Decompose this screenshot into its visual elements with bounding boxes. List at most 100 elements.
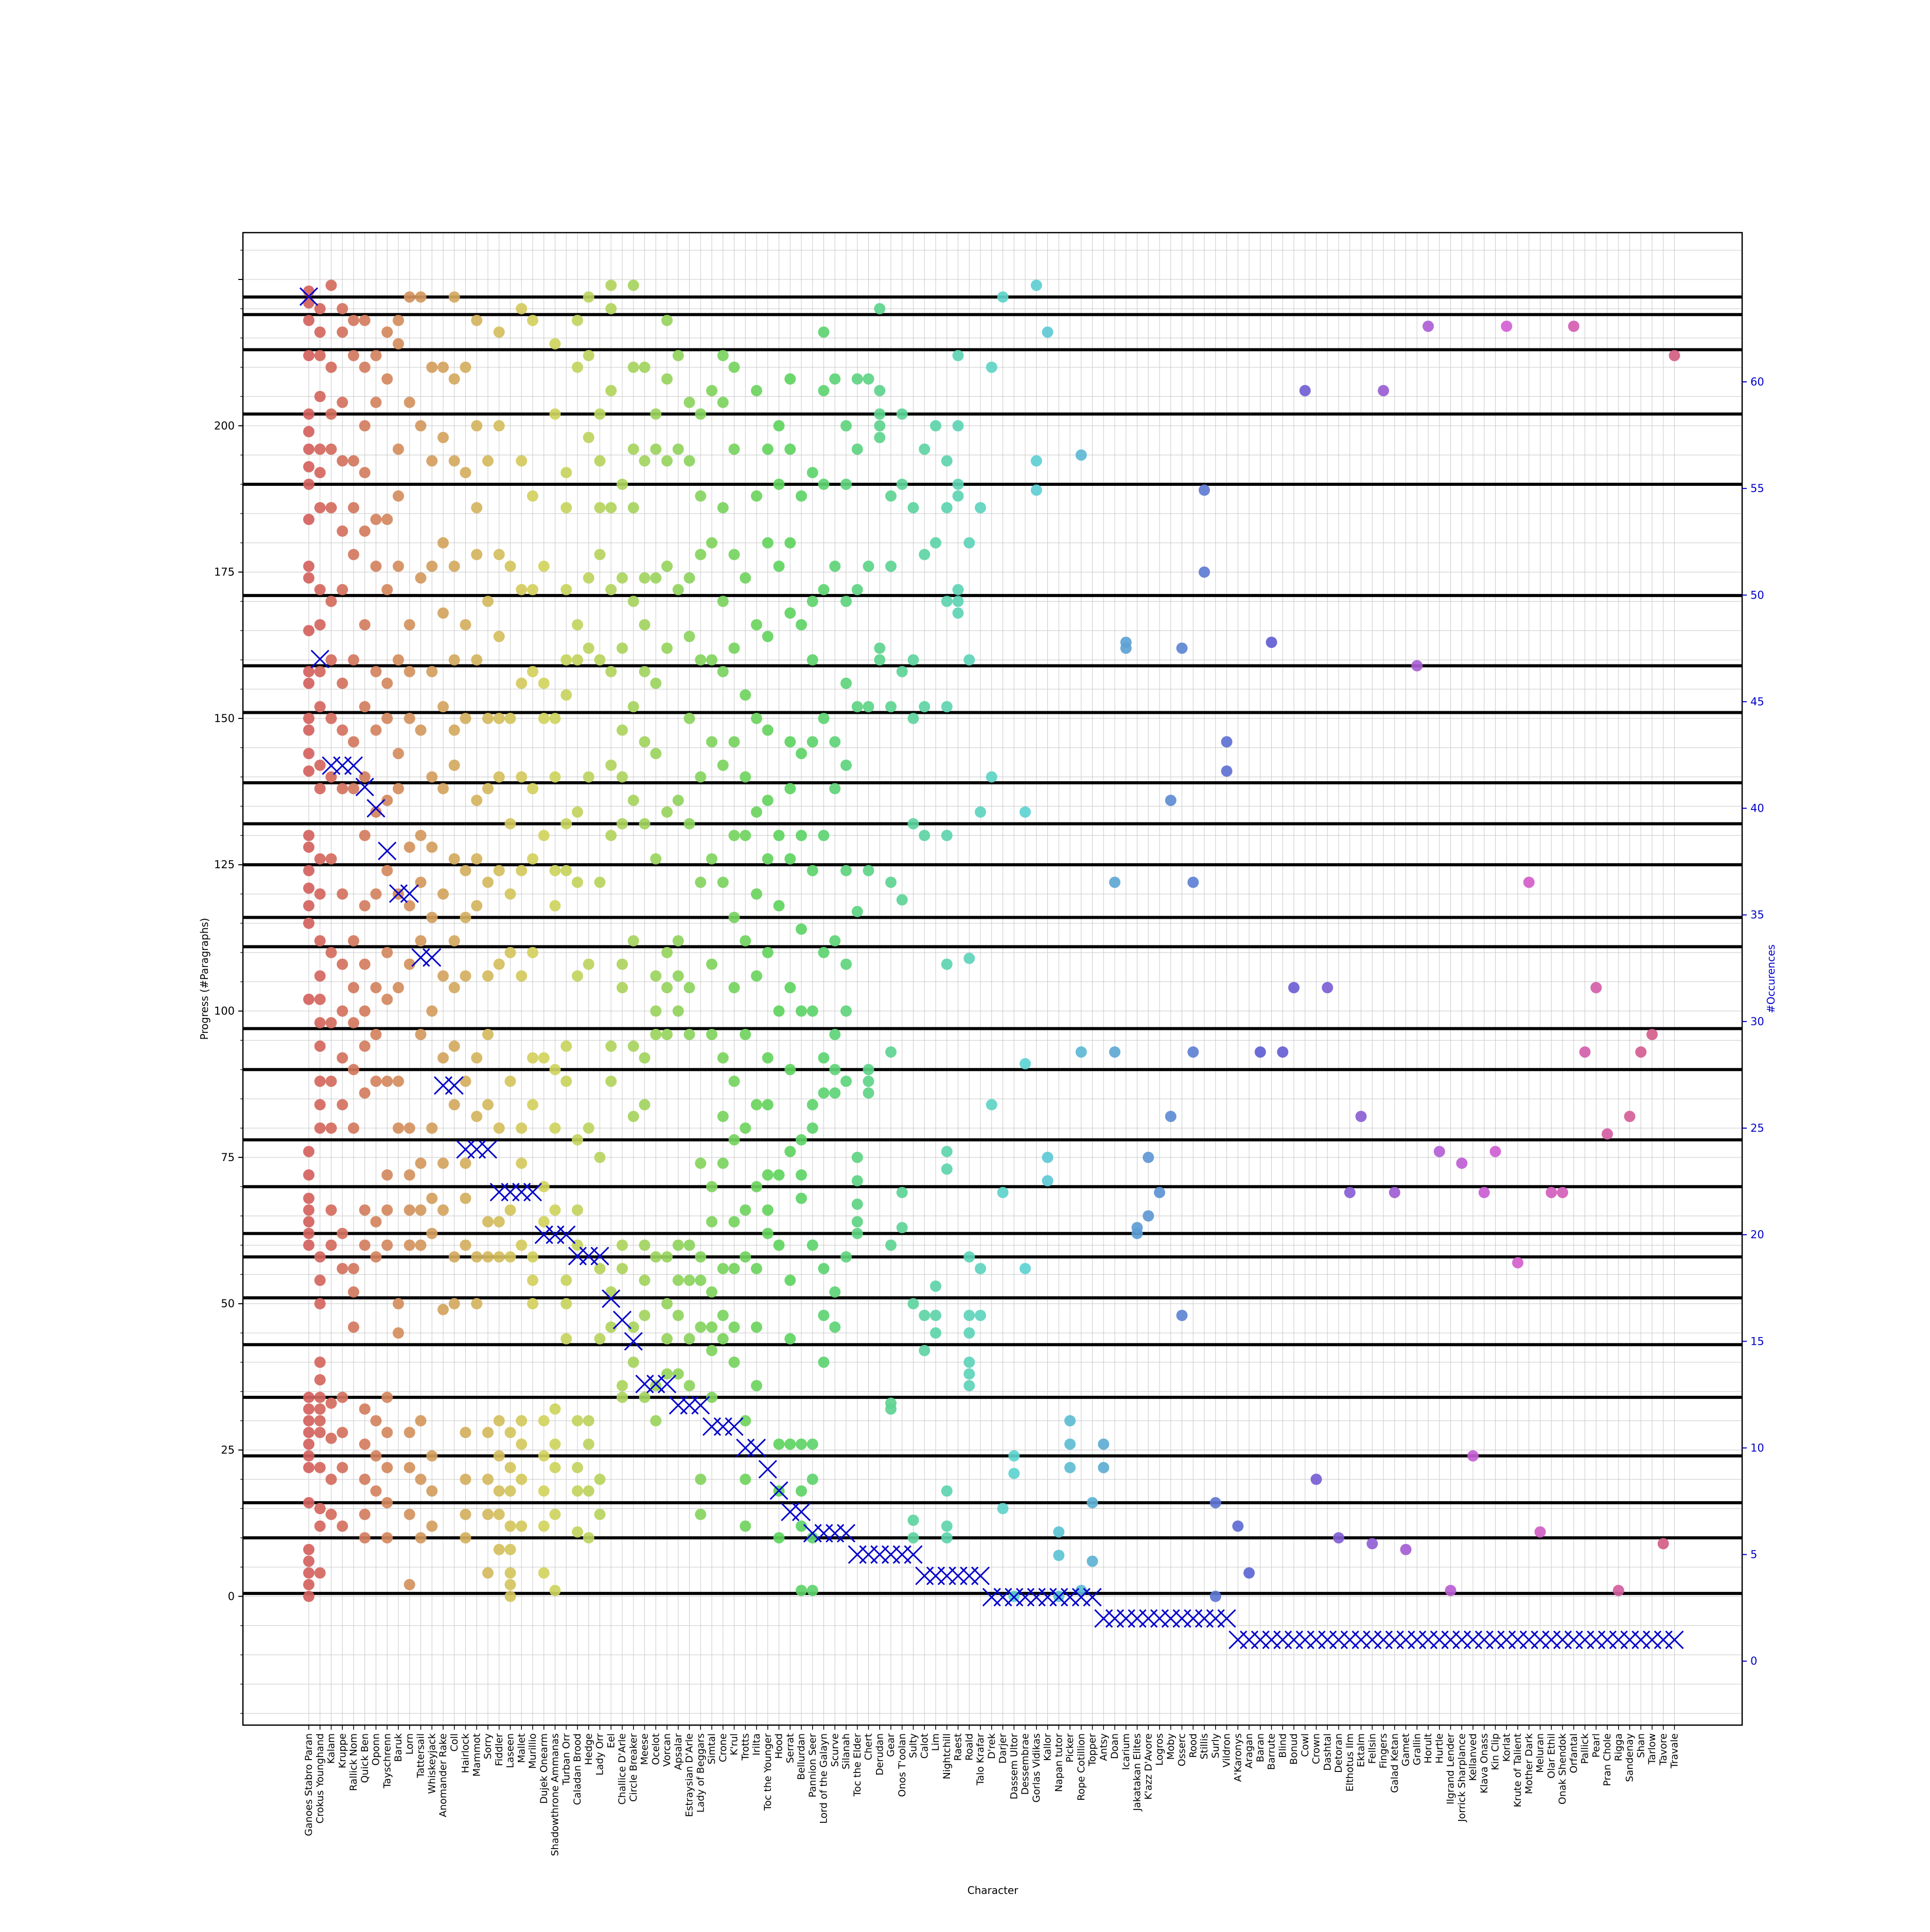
data-point	[303, 1438, 314, 1450]
x-tick-label: Onos T'oolan	[897, 1733, 908, 1797]
data-point	[806, 1585, 818, 1596]
y2-tick-label: 0	[1750, 1655, 1757, 1667]
data-point	[471, 420, 483, 432]
data-point	[1612, 1585, 1624, 1596]
data-point	[1344, 1187, 1356, 1199]
data-point	[538, 830, 550, 841]
data-point	[594, 1508, 606, 1520]
data-point	[986, 771, 997, 783]
y2-tick-label: 10	[1750, 1442, 1764, 1454]
data-point	[448, 560, 460, 572]
data-point	[437, 1304, 449, 1315]
data-point	[796, 748, 807, 760]
data-point	[403, 712, 415, 724]
data-point	[661, 806, 673, 818]
data-point	[661, 1298, 673, 1310]
x-tick-label: Vildron	[1221, 1733, 1233, 1767]
data-point	[493, 1450, 505, 1462]
data-point	[874, 408, 886, 420]
x-tick-label: Oponn	[371, 1733, 382, 1766]
data-point	[504, 1462, 516, 1473]
data-point	[415, 1204, 427, 1216]
x-tick-label: Mallet	[516, 1733, 527, 1763]
data-point	[1053, 1550, 1065, 1561]
data-point	[482, 970, 494, 982]
data-point	[672, 1005, 684, 1017]
data-point	[370, 806, 382, 818]
data-point	[303, 1497, 314, 1508]
data-point	[695, 490, 707, 502]
data-point	[482, 1251, 494, 1263]
data-point	[941, 1146, 953, 1157]
data-point	[695, 1251, 707, 1263]
data-point	[370, 982, 382, 994]
data-point	[403, 1204, 415, 1216]
data-point	[560, 1333, 572, 1345]
data-point	[381, 946, 393, 958]
data-point	[1501, 320, 1513, 332]
data-point	[448, 291, 460, 303]
data-point	[605, 502, 617, 514]
data-point	[460, 1157, 471, 1169]
data-point	[851, 1175, 863, 1187]
data-point	[303, 1555, 314, 1567]
data-point	[896, 408, 908, 420]
x-tick-label: Baruk	[393, 1733, 404, 1762]
data-point	[583, 1122, 594, 1134]
data-point	[337, 396, 348, 408]
y-tick-label: 50	[221, 1297, 235, 1310]
data-point	[314, 1017, 326, 1029]
data-point	[516, 1415, 528, 1427]
data-point	[337, 1462, 348, 1473]
data-point	[314, 619, 326, 630]
data-point	[1086, 1497, 1098, 1508]
data-point	[448, 1040, 460, 1052]
data-point	[617, 771, 628, 783]
data-point	[1176, 642, 1188, 654]
x-tick-label: Rood	[1187, 1733, 1199, 1758]
y-tick-label: 125	[214, 858, 235, 871]
data-point	[426, 771, 438, 783]
data-point	[907, 502, 919, 514]
x-tick-label: Rigga	[1613, 1733, 1624, 1761]
x-tick-label: Fiddler	[494, 1733, 505, 1766]
data-point	[370, 396, 382, 408]
data-point	[493, 712, 505, 724]
x-tick-label: Icarium	[1120, 1733, 1132, 1770]
data-point	[303, 917, 314, 929]
x-tick-label: Orfantal	[1568, 1733, 1580, 1773]
x-tick-label: Pran Chole	[1602, 1733, 1613, 1786]
x-tick-label: Horult	[1423, 1733, 1434, 1764]
data-point	[403, 900, 415, 911]
data-point	[303, 765, 314, 777]
data-point	[896, 894, 908, 906]
data-point	[314, 584, 326, 595]
data-point	[919, 1345, 931, 1357]
data-point	[527, 853, 538, 865]
data-point	[325, 1017, 337, 1029]
data-point	[325, 1122, 337, 1134]
data-point	[348, 549, 359, 560]
data-point	[549, 1508, 561, 1520]
data-point	[538, 1415, 550, 1427]
data-point	[337, 1427, 348, 1438]
data-point	[538, 1181, 550, 1192]
data-point	[728, 911, 740, 923]
data-point	[504, 1590, 516, 1602]
data-point	[874, 385, 886, 397]
data-point	[706, 736, 717, 748]
data-point	[796, 1520, 807, 1532]
data-point	[314, 888, 326, 900]
data-point	[605, 1321, 617, 1333]
data-point	[1098, 1462, 1110, 1473]
data-point	[818, 712, 830, 724]
data-point	[527, 1274, 538, 1286]
data-point	[717, 349, 729, 361]
data-point	[314, 853, 326, 865]
data-point	[829, 1064, 841, 1076]
data-point	[314, 349, 326, 361]
data-point	[605, 1076, 617, 1087]
data-point	[751, 385, 762, 397]
x-tick-label: Krute of Talient	[1512, 1733, 1523, 1807]
